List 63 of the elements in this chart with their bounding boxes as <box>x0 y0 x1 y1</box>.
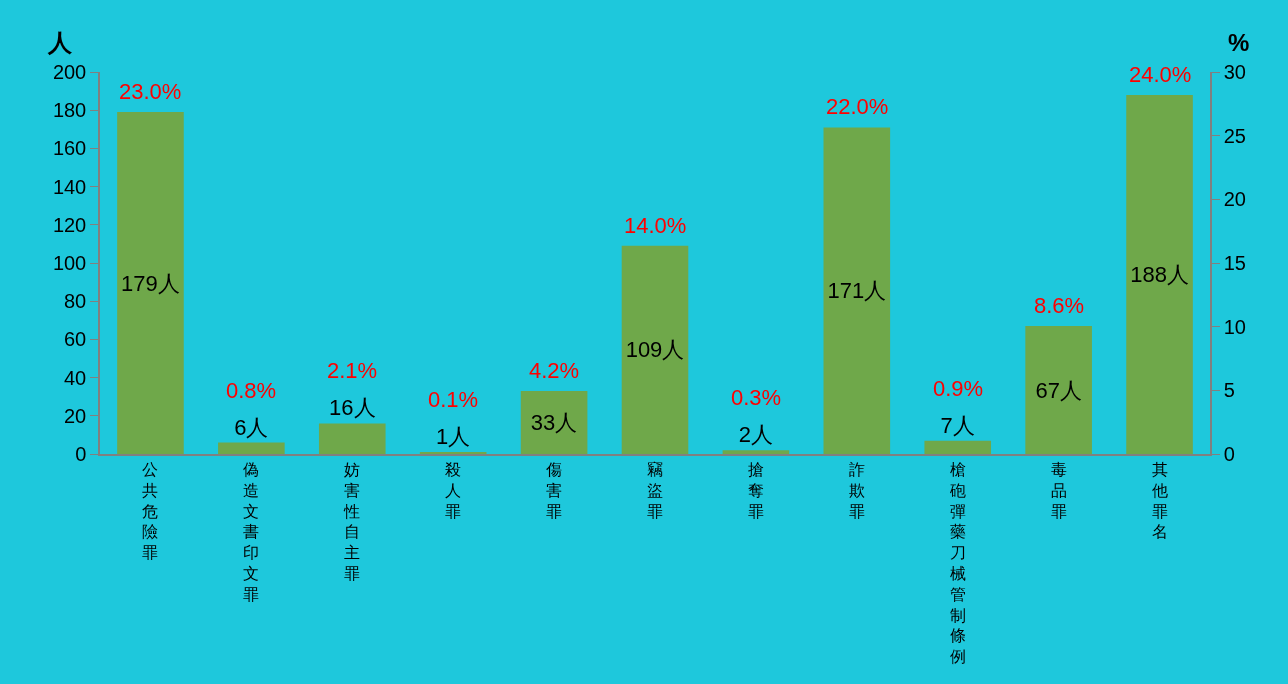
bar <box>924 440 992 454</box>
data-label: 179人 <box>121 270 180 296</box>
y-tick-label: 20 <box>64 404 87 427</box>
data-label: 7人 <box>940 412 975 438</box>
x-tick-label: 妨害性自主罪 <box>343 460 361 582</box>
data-label: 109人 <box>625 337 685 363</box>
y2-tick-label: 30 <box>1223 61 1246 83</box>
data-label: 1人 <box>436 424 471 449</box>
y-tick-label: 120 <box>52 213 87 236</box>
y-tick-label: 60 <box>64 328 87 351</box>
x-tick-label: 傷害罪 <box>545 460 563 520</box>
x-tick-label: 偽造文書印文罪 <box>243 460 260 603</box>
bar <box>722 450 790 454</box>
y2-tick-label: 20 <box>1223 188 1246 211</box>
y2-tick-label: 0 <box>1223 443 1235 465</box>
bar <box>117 112 184 454</box>
y-tick-label: 140 <box>52 175 87 198</box>
y-tick-label: 0 <box>75 443 87 465</box>
annotation: 8.6% <box>1034 293 1085 318</box>
annotation: 0.3% <box>731 385 782 410</box>
annotation: 4.2% <box>529 358 580 383</box>
x-tick-label: 搶奪罪 <box>747 460 764 520</box>
y-tick-label: 100 <box>52 252 87 274</box>
y-tick-label: 200 <box>52 61 87 83</box>
data-label: 171人 <box>827 278 887 304</box>
bar <box>218 442 285 454</box>
x-tick-label: 殺人罪 <box>445 460 462 520</box>
data-label: 2人 <box>738 422 774 448</box>
bar <box>823 127 891 454</box>
bar <box>1025 326 1092 454</box>
bar <box>520 390 588 454</box>
y-tick-label: 80 <box>64 290 87 313</box>
y-tick-label: 180 <box>52 99 87 122</box>
annotation: 24.0% <box>1129 62 1192 87</box>
y2-tick-label: 25 <box>1223 124 1246 147</box>
category-label: 槍砲彈藥刀械管制條例 <box>949 460 966 666</box>
x-tick-label: 詐欺罪 <box>848 460 865 520</box>
x-tick-label: 毒品罪 <box>1050 460 1067 520</box>
annotation: 14.0% <box>624 213 687 238</box>
x-tick-label: 公共危險罪 <box>142 460 159 562</box>
y-tick-label: 40 <box>64 366 87 389</box>
data-label: 16人 <box>329 395 376 421</box>
y2-axis-title: % <box>1228 29 1250 56</box>
x-tick-label: 竊盜罪 <box>647 460 663 520</box>
data-label: 188人 <box>1130 261 1189 287</box>
bar <box>621 245 689 454</box>
y2-tick-label: 10 <box>1223 315 1246 338</box>
y-tick-label: 160 <box>52 137 87 160</box>
data-label: 33人 <box>530 409 578 435</box>
bar <box>318 423 386 454</box>
data-label: 67人 <box>1035 377 1082 403</box>
annotation: 23.0% <box>119 79 182 104</box>
annotation: 2.1% <box>327 358 378 383</box>
annotation: 0.8% <box>226 378 277 403</box>
x-tick-label: 其他罪名 <box>1151 460 1168 541</box>
y2-tick-label: 5 <box>1223 379 1235 402</box>
annotation: 0.1% <box>428 387 479 412</box>
y2-tick-label: 15 <box>1223 252 1246 274</box>
bar <box>1126 94 1193 454</box>
y-axis-title: 人 <box>47 29 73 56</box>
annotation: 0.9% <box>933 376 984 401</box>
annotation: 22.0% <box>826 94 889 119</box>
data-label: 6人 <box>234 414 269 440</box>
